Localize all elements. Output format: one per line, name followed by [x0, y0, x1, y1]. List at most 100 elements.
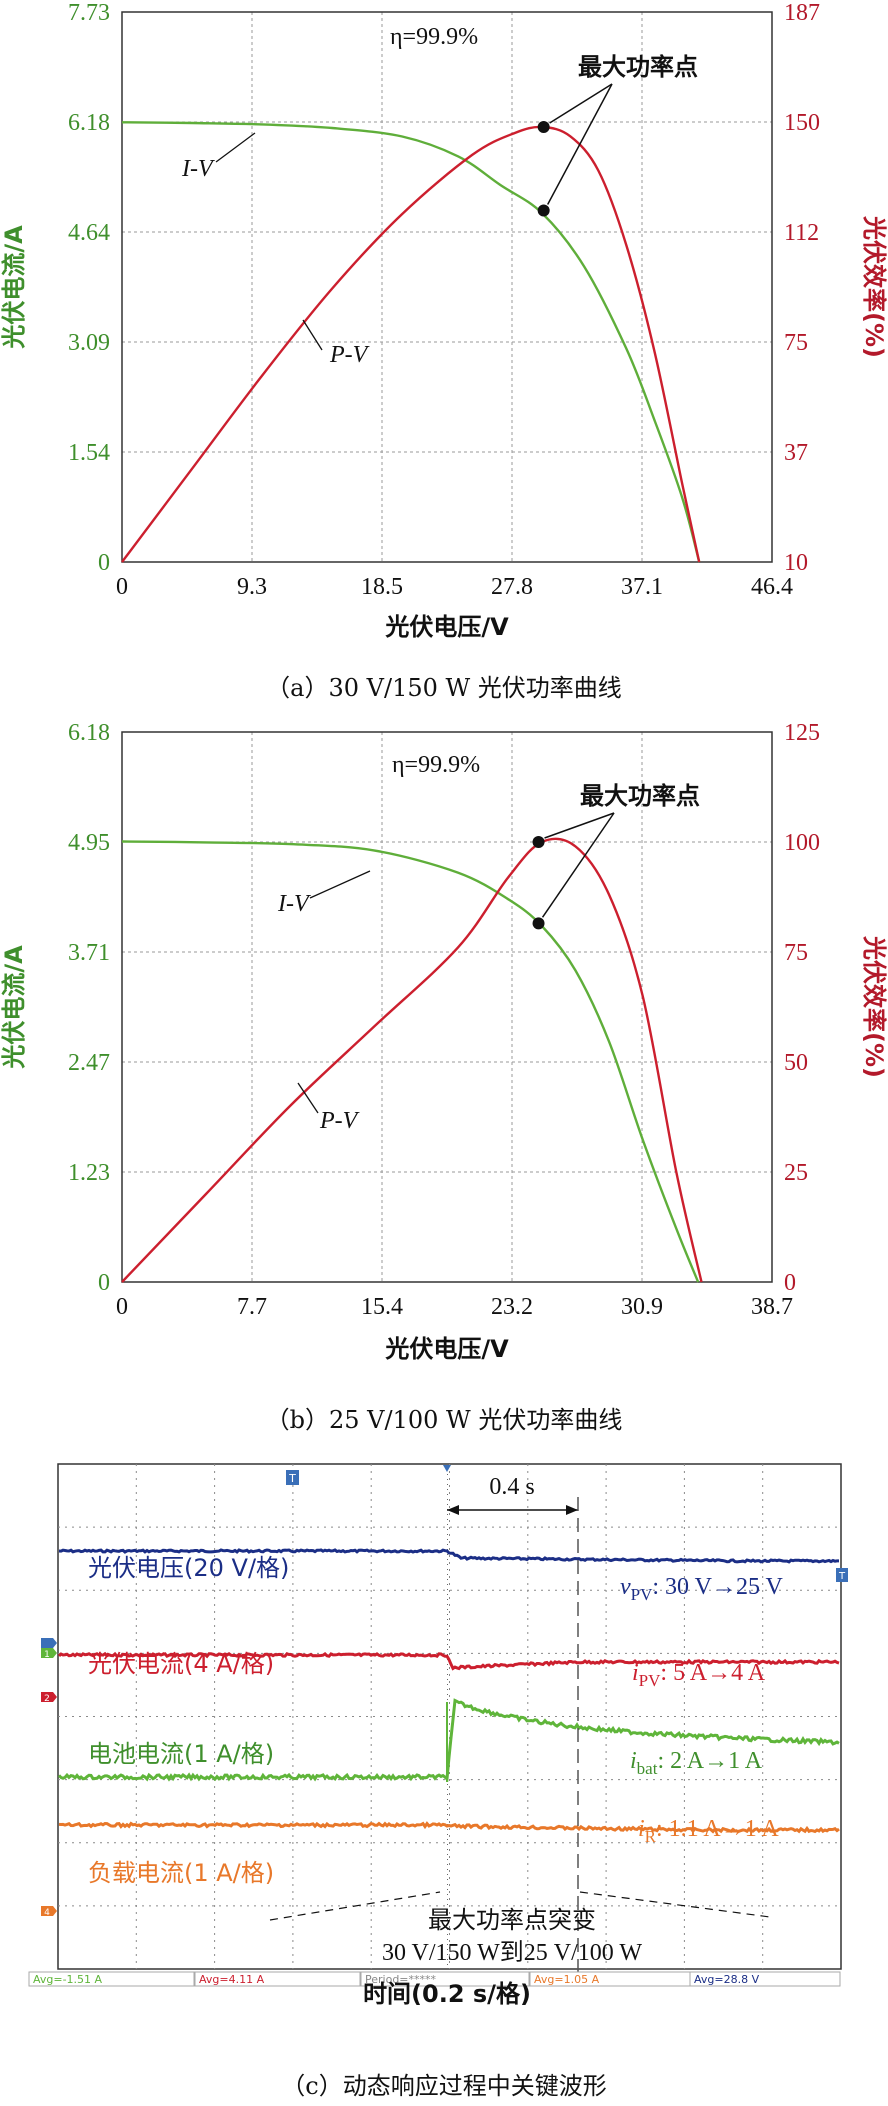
- svg-text:T: T: [288, 1472, 296, 1485]
- chart-a-ticks: 0 9.3 18.5 27.8 37.1 46.4 0 1.54 3.09 4.64 6.18 7.7…: [68, 0, 820, 600]
- y-left-tick-label: 0: [98, 1270, 110, 1296]
- mpp-iv-point: [532, 917, 545, 930]
- delta-t-label: 0.4 s: [489, 1474, 534, 1500]
- svg-text:4: 4: [44, 1908, 50, 1918]
- chart-a: 0 9.3 18.5 27.8 37.1 46.4 0 1.54 3.09 4.64 6.18 7.7…: [0, 0, 888, 641]
- trigger-position-marker: [443, 1465, 451, 1472]
- mpp-callout-line: [546, 83, 613, 205]
- x-tick-label: 0: [116, 1294, 128, 1320]
- svg-text:2: 2: [44, 1694, 50, 1704]
- curve-label-leader: [215, 132, 256, 163]
- chart-b-annotations: [297, 812, 615, 1114]
- trace-bat-current: [57, 1698, 840, 1783]
- series-p-v-line: [121, 125, 701, 563]
- y-right-tick-label: 25: [784, 1160, 808, 1186]
- x-tick-label: 9.3: [237, 574, 267, 600]
- chart-b-pv-label: P-V: [319, 1108, 360, 1134]
- chart-a-frame: [121, 11, 773, 563]
- scope-xlabel: 时间(0.2 s/格): [363, 1980, 531, 2008]
- series-i-v-line: [121, 840, 700, 1283]
- chart-a-ylabel-right: 光伏效率(%): [860, 215, 888, 358]
- y-left-tick-label: 4.95: [68, 830, 110, 856]
- trigger-marker-top: T: [286, 1470, 299, 1485]
- chart-b-frame: [121, 731, 773, 1283]
- mpp-callout-line: [544, 812, 615, 839]
- x-tick-label: 15.4: [361, 1294, 403, 1320]
- curve-label-leader: [302, 319, 323, 351]
- y-left-tick-label: 1.23: [68, 1160, 110, 1186]
- chart-b-iv-label: I-V: [277, 891, 311, 917]
- chart-a-grid: [122, 12, 772, 562]
- x-tick-label: 18.5: [361, 574, 403, 600]
- channel-marker-2: 2: [41, 1692, 57, 1704]
- y-left-tick-label: 6.18: [68, 110, 110, 136]
- channel-marker-1: 1: [41, 1648, 57, 1660]
- event-leaders: [269, 1891, 771, 1921]
- chart-a-mpp-label: 最大功率点: [578, 53, 698, 81]
- trigger-marker-right: T: [836, 1568, 848, 1582]
- chart-b-grid: [122, 732, 772, 1282]
- x-tick-label: 38.7: [751, 1294, 793, 1320]
- label-bat-current: 电池电流(1 A/格): [88, 1740, 274, 1768]
- trace-pv-voltage: [58, 1548, 839, 1564]
- status-cell: [360, 1971, 530, 1987]
- y-right-tick-label: 0: [784, 1270, 796, 1296]
- y-right-tick-label: 150: [784, 110, 820, 136]
- annot-v-pv: vPV: 30 V→25 V: [620, 1574, 784, 1604]
- chart-a-pv-label: P-V: [329, 342, 370, 368]
- chart-b-ticks: 0 7.7 15.4 23.2 30.9 38.701.232.473.714.956.1…: [68, 720, 820, 1320]
- curve-label-leader: [297, 1082, 319, 1114]
- chart-b-ylabel-right: 光伏效率(%): [860, 935, 888, 1078]
- scope-status-bar: Avg=-1.51 A Avg=4.11 A Period=***** Avg=1.0…: [28, 1971, 841, 1987]
- y-right-tick-label: 50: [784, 1050, 808, 1076]
- chart-b-efficiency: η=99.9%: [392, 752, 480, 778]
- label-pv-voltage: 光伏电压(20 V/格): [88, 1554, 289, 1582]
- y-left-tick-label: 1.54: [68, 440, 110, 466]
- channel-marker-4: 4: [41, 1906, 57, 1918]
- status-cell: [194, 1971, 361, 1987]
- y-right-tick-label: 75: [784, 940, 808, 966]
- chart-b-series: [121, 837, 703, 1283]
- label-pv-current: 光伏电流(4 A/格): [88, 1650, 274, 1678]
- channel-marker-3: [41, 1638, 57, 1648]
- y-right-tick-label: 75: [784, 330, 808, 356]
- curve-label-leader: [309, 870, 371, 899]
- y-left-tick-label: 7.73: [68, 0, 110, 26]
- series-p-v-line: [121, 837, 703, 1283]
- label-load-current: 负载电流(1 A/格): [88, 1859, 274, 1887]
- y-right-tick-label: 10: [784, 550, 808, 576]
- status-cell-value: Period=*****: [365, 1973, 437, 1986]
- chart-b-ylabel-left: 光伏电流/A: [0, 945, 28, 1070]
- status-cell-value: Avg=-1.51 A: [33, 1973, 103, 1986]
- x-tick-label: 46.4: [751, 574, 793, 600]
- annot-i-r: iR: 1.1 A→1 A: [638, 1816, 779, 1846]
- y-left-tick-label: 4.64: [68, 220, 110, 246]
- caption-a: （a）30 V/150 W 光伏功率曲线: [266, 674, 622, 702]
- chart-b-xlabel: 光伏电压/V: [384, 1335, 509, 1363]
- chart-a-annotations: [215, 83, 613, 351]
- svg-text:1: 1: [44, 1650, 50, 1660]
- y-left-tick-label: 0: [98, 550, 110, 576]
- status-cell-value: Avg=28.8 V: [694, 1973, 760, 1986]
- scope-panel: T T 1 2 4 0.4 s 光伏电压(20 V/格) 光伏电流(4 A/格)…: [28, 1463, 848, 2008]
- series-i-v-line: [121, 121, 701, 563]
- mpp-pv-point: [532, 836, 545, 848]
- event-line1: 最大功率点突变: [428, 1906, 596, 1934]
- mpp-iv-point: [537, 204, 550, 217]
- x-tick-label: 0: [116, 574, 128, 600]
- y-left-tick-label: 6.18: [68, 720, 110, 746]
- x-tick-label: 27.8: [491, 574, 533, 600]
- chart-a-iv-label: I-V: [181, 156, 215, 182]
- x-tick-label: 7.7: [237, 1294, 267, 1320]
- annot-i-bat: ibat: 2 A→1 A: [630, 1748, 763, 1778]
- caption-c: （c）动态响应过程中关键波形: [281, 2072, 607, 2100]
- caption-b: （b）25 V/100 W 光伏功率曲线: [265, 1406, 623, 1434]
- y-left-tick-label: 2.47: [68, 1050, 110, 1076]
- y-right-tick-label: 125: [784, 720, 820, 746]
- trace-pv-current: [57, 1651, 840, 1671]
- y-right-tick-label: 37: [784, 440, 808, 466]
- chart-a-efficiency: η=99.9%: [390, 24, 478, 50]
- status-cell: [689, 1971, 841, 1987]
- scope-traces: [57, 1548, 840, 1834]
- chart-a-series: [121, 121, 701, 563]
